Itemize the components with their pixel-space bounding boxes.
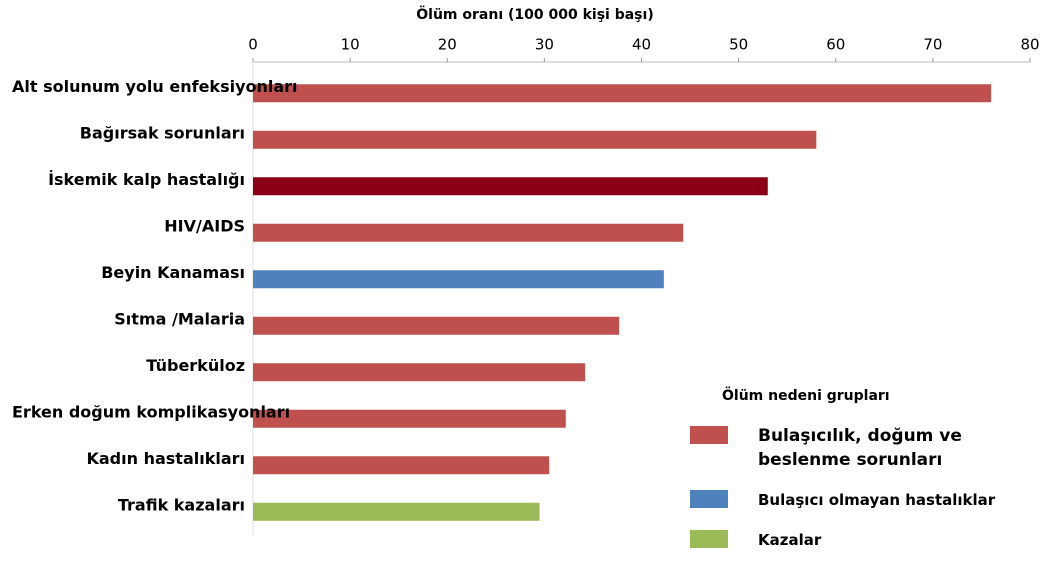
x-tick-label: 60: [826, 36, 845, 54]
x-tick-label: 40: [632, 36, 651, 54]
legend-swatch: [690, 426, 728, 444]
y-tick-label: Kadın hastalıkları: [86, 449, 245, 468]
y-tick-label: Trafik kazaları: [118, 495, 245, 514]
legend-label: Bulaşıcılık, doğum ve beslenme sorunları: [758, 426, 962, 470]
x-tick-label: 80: [1020, 36, 1039, 54]
y-tick-label: Erken doğum komplikasyonları: [12, 402, 290, 421]
y-tick-label: Tüberküloz: [146, 356, 245, 375]
x-tick-label: 20: [438, 36, 457, 54]
legend-label: Kazalar: [758, 531, 822, 549]
legend-swatch: [690, 490, 728, 508]
legend-item: Bulaşıcı olmayan hastalıklar: [690, 488, 1040, 512]
y-tick-label: HIV/AIDS: [164, 216, 245, 235]
axis-title: Ölüm oranı (100 000 kişi başı): [416, 5, 653, 23]
x-tick-label: 50: [729, 36, 748, 54]
bar: [253, 84, 992, 103]
bar: [253, 502, 540, 521]
y-tick-label: Alt solunum yolu enfeksiyonları: [12, 77, 298, 96]
y-tick-label: İskemik kalp hastalığı: [48, 170, 245, 189]
bar: [253, 177, 768, 196]
x-tick-label: 30: [535, 36, 554, 54]
legend-item: Bulaşıcılık, doğum ve beslenme sorunları: [690, 424, 1040, 472]
legend-title: Ölüm nedeni grupları: [722, 388, 890, 404]
bar: [253, 456, 550, 475]
x-tick-label: 70: [923, 36, 942, 54]
y-tick-label: Beyin Kanaması: [101, 263, 245, 282]
legend-label: Bulaşıcı olmayan hastalıklar: [758, 491, 996, 509]
bar: [253, 270, 664, 289]
legend-swatch: [690, 530, 728, 548]
legend: Ölüm nedeni grupları Bulaşıcılık, doğum …: [690, 388, 1040, 568]
legend-item: Kazalar: [690, 528, 1040, 552]
bar: [253, 409, 566, 428]
x-tick-label: 0: [248, 36, 258, 54]
y-tick-label: Bağırsak sorunları: [80, 123, 245, 142]
bar: [253, 316, 620, 335]
bar: [253, 363, 586, 382]
bar: [253, 130, 817, 149]
x-tick-label: 10: [341, 36, 360, 54]
bar: [253, 223, 684, 242]
y-tick-label: Sıtma /Malaria: [114, 309, 245, 328]
